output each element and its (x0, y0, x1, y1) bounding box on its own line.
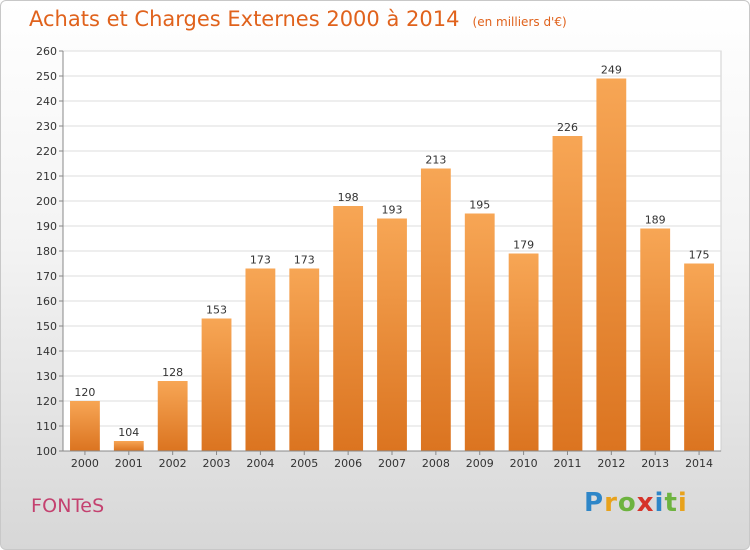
y-tick-label: 190 (36, 220, 57, 233)
x-tick-label: 2009 (466, 457, 494, 470)
bar (245, 268, 276, 451)
bar (377, 218, 407, 451)
logo-letter: r (604, 488, 618, 518)
y-tick-label: 160 (36, 295, 57, 308)
bar (333, 206, 364, 451)
y-tick-label: 110 (36, 420, 57, 433)
bar-value-label: 189 (645, 214, 666, 227)
y-tick-label: 200 (36, 195, 57, 208)
bar (596, 78, 627, 451)
bar (113, 441, 144, 451)
y-tick-label: 260 (36, 45, 57, 58)
bar-value-label: 173 (294, 254, 315, 267)
logo-letter: x (636, 488, 655, 518)
bar-value-label: 104 (118, 426, 139, 439)
commune-name: FONTeS (31, 495, 105, 517)
x-tick-label: 2014 (685, 457, 713, 470)
logo-letter: o (617, 488, 637, 518)
bar-value-label: 226 (557, 121, 578, 134)
x-tick-label: 2012 (597, 457, 625, 470)
x-tick-label: 2003 (203, 457, 231, 470)
y-tick-label: 230 (36, 120, 57, 133)
y-tick-label: 180 (36, 245, 57, 258)
x-tick-label: 2001 (115, 457, 143, 470)
bar (508, 253, 539, 451)
y-tick-label: 220 (36, 145, 57, 158)
chart-title: Achats et Charges Externes 2000 à 2014 (… (29, 7, 567, 31)
bar (70, 401, 100, 451)
bar (684, 263, 714, 451)
logo-letter: i (677, 488, 688, 518)
bar-value-label: 175 (689, 249, 710, 262)
logo-letter: i (654, 488, 665, 518)
bar-value-label: 195 (469, 199, 490, 212)
bar (289, 268, 320, 451)
x-tick-label: 2013 (641, 457, 669, 470)
y-tick-label: 240 (36, 95, 57, 108)
bar (420, 168, 451, 451)
bar-value-label: 249 (601, 64, 622, 77)
y-tick-label: 250 (36, 70, 57, 83)
bar-value-label: 179 (513, 239, 534, 252)
x-tick-label: 2010 (510, 457, 538, 470)
x-tick-label: 2011 (553, 457, 581, 470)
bar-value-label: 128 (162, 366, 183, 379)
bar-value-label: 198 (338, 191, 359, 204)
bar-value-label: 213 (425, 154, 446, 167)
bar (157, 381, 188, 451)
logo-letter: t (664, 488, 678, 518)
bar (552, 136, 583, 451)
bar-value-label: 120 (74, 386, 95, 399)
proxiti-logo: Proxiti (584, 488, 688, 518)
x-tick-label: 2005 (290, 457, 318, 470)
y-tick-label: 170 (36, 270, 57, 283)
y-tick-label: 150 (36, 320, 57, 333)
bar-value-label: 153 (206, 304, 227, 317)
chart-unit-label: (en milliers d'€) (472, 15, 567, 29)
x-tick-label: 2002 (159, 457, 187, 470)
chart-title-main: Achats et Charges Externes 2000 à 2014 (29, 7, 460, 31)
bar (201, 318, 232, 451)
x-tick-label: 2000 (71, 457, 99, 470)
bar (640, 228, 671, 451)
logo-letter: P (584, 488, 605, 518)
bar-value-label: 193 (382, 204, 403, 217)
x-tick-label: 2007 (378, 457, 406, 470)
bar-value-label: 173 (250, 254, 271, 267)
x-tick-label: 2008 (422, 457, 450, 470)
y-tick-label: 120 (36, 395, 57, 408)
y-tick-label: 140 (36, 345, 57, 358)
y-tick-label: 210 (36, 170, 57, 183)
y-tick-label: 100 (36, 445, 57, 458)
x-tick-label: 2006 (334, 457, 362, 470)
bar (464, 213, 495, 451)
x-tick-label: 2004 (246, 457, 274, 470)
y-tick-label: 130 (36, 370, 57, 383)
